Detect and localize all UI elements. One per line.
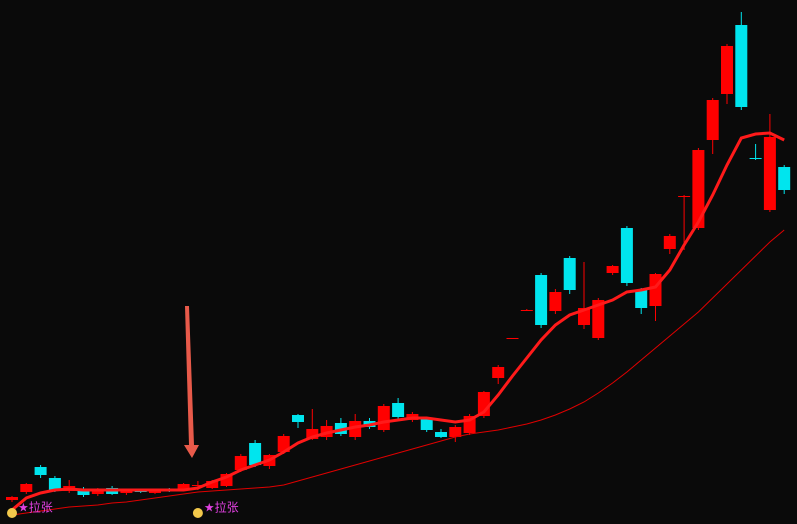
candle-body <box>177 484 190 490</box>
candle-body <box>692 150 705 228</box>
candle-body <box>91 490 104 494</box>
candle-body <box>377 406 390 430</box>
moving-average-line <box>11 229 785 516</box>
candle-body <box>349 421 362 437</box>
candle-body <box>663 236 676 249</box>
arrow <box>184 306 199 458</box>
candle-body <box>649 274 662 306</box>
candle-body <box>277 436 290 452</box>
candle-body <box>420 419 433 430</box>
candle-body <box>778 167 791 190</box>
candle-body <box>191 485 204 486</box>
candle-body <box>735 25 748 107</box>
candle-body <box>620 228 633 283</box>
candle-body <box>77 489 90 495</box>
candle-body <box>606 266 619 273</box>
candle-body <box>520 310 533 311</box>
candle-body <box>763 137 776 210</box>
candle-body <box>492 367 505 378</box>
candle-body <box>206 481 219 488</box>
candle-body <box>48 478 61 490</box>
candle-body <box>435 432 447 437</box>
candle-body <box>506 338 519 339</box>
candle-body <box>592 300 605 338</box>
money-bag-icon <box>192 508 203 518</box>
candle-body <box>721 46 733 94</box>
annotation: ★拉张 <box>18 500 53 515</box>
candle-body <box>234 456 247 470</box>
candle-body <box>706 100 719 140</box>
candle-body <box>306 429 319 439</box>
candle-body <box>449 427 462 437</box>
candle-body <box>34 467 47 475</box>
candle-body <box>6 497 18 500</box>
candle-body <box>563 258 576 290</box>
moving-average-line <box>11 131 785 512</box>
candle-body <box>392 403 405 417</box>
candle-body <box>549 292 562 311</box>
candle-body <box>678 196 691 197</box>
candle-body <box>749 158 762 159</box>
annotation: ★拉张 <box>204 500 239 515</box>
candle-body <box>292 415 304 422</box>
candle-body <box>20 484 33 492</box>
candle-body <box>249 443 262 465</box>
candle-body <box>535 275 548 325</box>
candle-body <box>635 290 648 308</box>
money-bag-icon <box>7 508 17 518</box>
